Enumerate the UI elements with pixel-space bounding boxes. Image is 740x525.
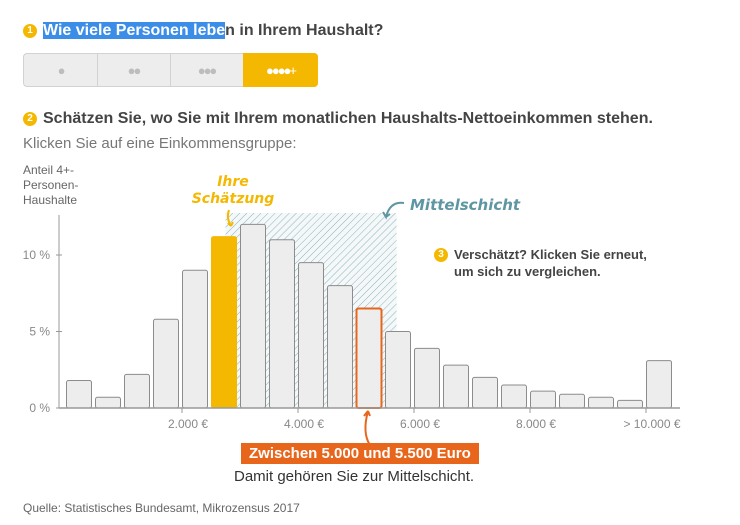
estimate-annotation-line1: Ihre xyxy=(217,174,249,190)
bar[interactable] xyxy=(269,239,295,409)
bar[interactable] xyxy=(646,360,672,409)
person-icon: ● xyxy=(57,62,66,78)
title-rest: n in Ihrem Haushalt? xyxy=(225,22,384,39)
hint-line2: um sich zu vergleichen. xyxy=(454,264,601,279)
option-1-person[interactable]: ● xyxy=(24,54,98,86)
bar[interactable] xyxy=(530,390,556,409)
middle-class-annotation: Mittelschicht xyxy=(410,196,521,214)
bar[interactable] xyxy=(66,379,92,409)
y-label-line: Haushalte xyxy=(23,193,78,207)
source-note: Quelle: Statistisches Bundesamt, Mikroze… xyxy=(23,501,300,515)
y-tick-label: 0 % xyxy=(29,401,50,415)
question-2-text: Schätzen Sie, wo Sie mit Ihrem monatlich… xyxy=(43,110,653,127)
hint-line1: Verschätzt? Klicken Sie erneut, xyxy=(454,247,647,262)
three-persons-icon: ●●● xyxy=(197,62,218,78)
y-tick-label: 5 % xyxy=(29,325,50,339)
bar[interactable] xyxy=(124,373,150,409)
option-2-persons[interactable]: ●● xyxy=(97,54,171,86)
result-text: Damit gehören Sie zur Mittelschicht. xyxy=(234,468,475,485)
y-tick-label: 10 % xyxy=(23,248,51,262)
bar[interactable] xyxy=(298,262,324,409)
bar[interactable] xyxy=(588,396,614,409)
middle-class-arrow-icon xyxy=(382,201,405,220)
estimate-annotation-line2: Schätzung xyxy=(192,191,275,207)
bar[interactable] xyxy=(501,384,527,409)
hint-3: 3 Verschätzt? Klicken Sie erneut, um sich… xyxy=(434,246,647,280)
bar[interactable] xyxy=(559,393,585,409)
bar[interactable] xyxy=(414,347,440,409)
bar[interactable] xyxy=(240,223,266,409)
bar[interactable] xyxy=(153,318,179,409)
two-persons-icon: ●● xyxy=(127,62,142,78)
question-2-subtitle: Klicken Sie auf eine Einkommensgruppe: xyxy=(23,135,297,152)
bar[interactable] xyxy=(443,364,469,409)
question-1-title: 1 Wie viele Personen leben in Ihrem Haush… xyxy=(23,22,383,40)
four-plus-persons-icon: ●●●●+ xyxy=(266,62,297,78)
bar-actual[interactable] xyxy=(355,307,383,409)
option-4-plus-persons[interactable]: ●●●●+ xyxy=(243,53,318,87)
x-tick-label: 4.000 € xyxy=(284,417,324,431)
bar-estimate[interactable] xyxy=(211,236,237,409)
result-range-label: Zwischen 5.000 und 5.500 Euro xyxy=(241,443,479,464)
y-label-line: Anteil 4+- xyxy=(23,163,75,177)
household-size-selector: ● ●● ●●● ●●●●+ xyxy=(23,53,318,87)
actual-arrow-icon xyxy=(363,410,371,446)
bar[interactable] xyxy=(617,399,643,409)
x-tick-label: 6.000 € xyxy=(400,417,440,431)
estimate-arrow-icon xyxy=(226,209,234,227)
x-tick-label: 8.000 € xyxy=(516,417,556,431)
x-tick-label: 2.000 € xyxy=(168,417,208,431)
bar[interactable] xyxy=(95,396,121,409)
bar[interactable] xyxy=(385,331,411,409)
bar[interactable] xyxy=(182,269,208,409)
step-2-badge: 2 xyxy=(23,112,37,126)
bar[interactable] xyxy=(327,285,353,409)
selected-text: Wie viele Personen lebe xyxy=(43,22,226,39)
x-tick-label: > 10.000 € xyxy=(623,417,680,431)
step-1-badge: 1 xyxy=(23,24,37,38)
step-3-badge: 3 xyxy=(434,248,448,262)
y-label-line: Personen- xyxy=(23,178,79,192)
question-2-title: 2 Schätzen Sie, wo Sie mit Ihrem monatlic… xyxy=(23,110,653,128)
y-axis-label: Anteil 4+- Personen- Haushalte xyxy=(23,163,78,208)
bar[interactable] xyxy=(472,376,498,409)
